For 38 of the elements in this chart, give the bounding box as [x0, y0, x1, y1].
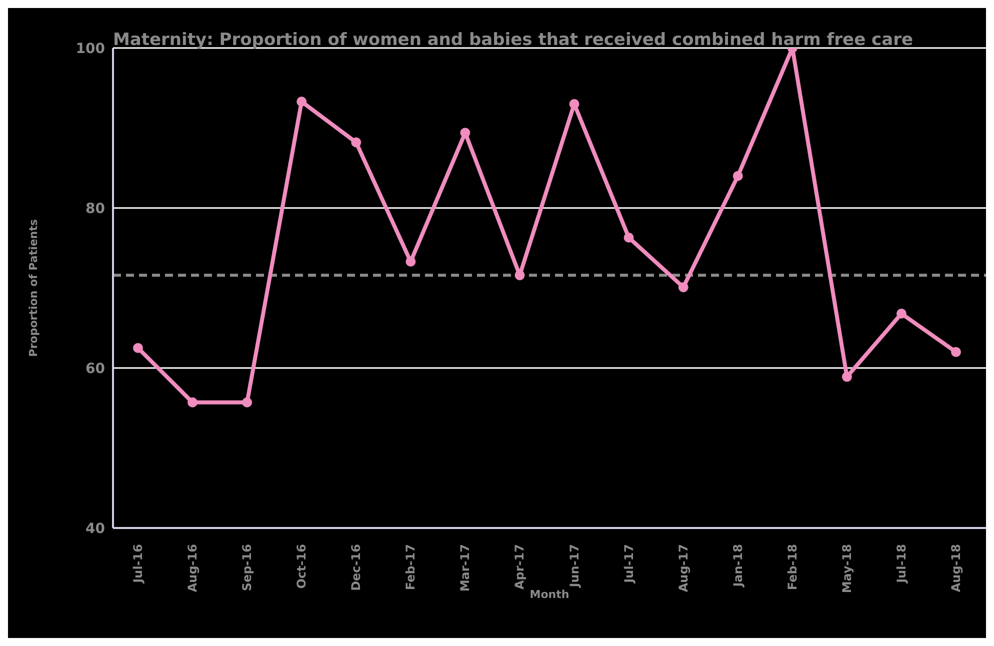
point	[569, 99, 580, 109]
y-axis-title: Proportion of Patients	[26, 218, 40, 357]
x-tick-label: Aug-18	[949, 544, 963, 592]
x-tick-label: Feb-17	[404, 544, 418, 590]
x-tick-label: Jul-18	[894, 544, 908, 584]
point	[406, 256, 416, 267]
x-tick-label: Aug-17	[676, 544, 690, 592]
y-tick-label: 60	[86, 360, 106, 377]
point	[896, 308, 906, 319]
point	[624, 232, 634, 243]
point	[133, 343, 143, 353]
point	[296, 96, 307, 107]
x-tick-label: Apr-17	[512, 544, 527, 590]
x-tick-label: Aug-16	[186, 544, 200, 592]
point	[951, 347, 961, 357]
y-tick-label: 40	[86, 520, 106, 537]
point	[351, 137, 362, 148]
point	[188, 397, 198, 408]
point	[678, 282, 688, 292]
x-axis-title: Month	[530, 588, 570, 601]
x-tick-label: Sep-16	[240, 544, 254, 592]
x-tick-label: Jan-18	[730, 544, 745, 588]
point	[460, 128, 470, 138]
point	[842, 372, 852, 382]
x-tick-label: Oct-16	[294, 544, 309, 589]
y-tick-label: 100	[76, 40, 106, 57]
x-tick-label: May-18	[840, 544, 854, 594]
point	[242, 397, 252, 408]
x-tick-label: Dec-16	[349, 544, 364, 591]
point	[732, 171, 743, 181]
point	[514, 270, 525, 280]
chart-title: Maternity: Proportion of women and babies that received combined harm free care	[113, 30, 913, 50]
x-tick-label: Jul-16	[131, 544, 145, 584]
x-tick-label: Mar-17	[458, 544, 472, 592]
y-tick-label: 80	[86, 200, 106, 217]
x-tick-label: Feb-18	[785, 544, 800, 590]
x-tick-label: Jul-17	[622, 544, 636, 584]
x-tick-label: Jun-17	[567, 544, 582, 588]
